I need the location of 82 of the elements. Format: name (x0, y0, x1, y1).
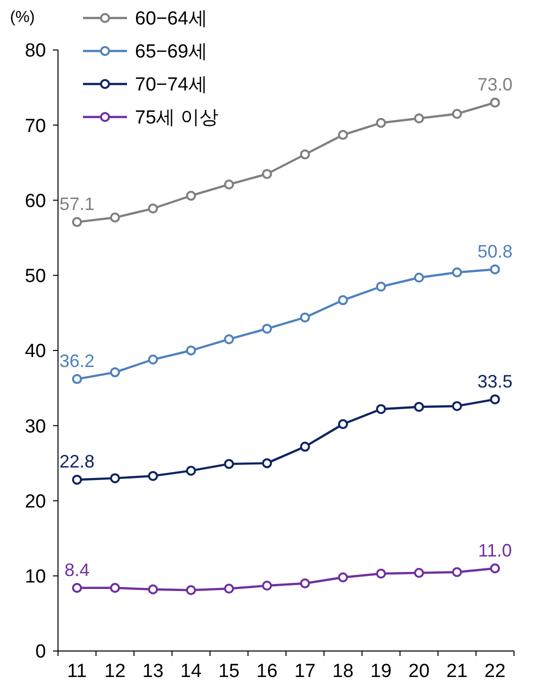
x-tick-label: 16 (256, 661, 278, 682)
point (148, 584, 158, 594)
data-label: 73.0 (477, 74, 513, 95)
point (452, 401, 462, 412)
point (72, 217, 82, 228)
point (300, 442, 310, 452)
point (300, 149, 310, 160)
data-label: 50.8 (477, 241, 513, 262)
point (186, 585, 196, 596)
point (376, 404, 386, 414)
x-tick-label: 19 (370, 661, 392, 682)
point (148, 204, 158, 214)
y-tick-label: 30 (24, 416, 46, 438)
point (224, 179, 234, 190)
point (110, 212, 120, 223)
y-tick-label: 70 (24, 116, 46, 137)
y-tick-label: 80 (24, 40, 46, 62)
y-tick-label: 10 (24, 566, 46, 588)
x-tick-label: 22 (484, 661, 506, 682)
point (452, 267, 462, 278)
x-tick-label: 18 (332, 661, 354, 682)
data-label: 36.2 (59, 351, 95, 372)
y-tick-label: 20 (24, 491, 46, 512)
point (72, 582, 82, 593)
point (490, 264, 500, 274)
point (224, 584, 234, 594)
x-tick-label: 17 (294, 661, 316, 682)
point (338, 572, 348, 582)
y-tick-label: 60 (24, 190, 46, 212)
point (490, 98, 500, 108)
point (148, 354, 158, 365)
legend-label: 75세 이상 (135, 108, 218, 129)
x-tick-label: 15 (218, 661, 240, 682)
data-label: 11.0 (478, 540, 512, 560)
point (414, 402, 424, 412)
legend-label: 60−64세 (135, 8, 208, 30)
point (262, 458, 272, 468)
point (224, 334, 234, 344)
x-tick-label: 14 (180, 661, 202, 682)
point (452, 567, 462, 578)
point (186, 190, 196, 201)
point (490, 394, 500, 404)
x-tick-label: 11 (67, 661, 87, 682)
y-tick-label: 40 (24, 341, 46, 362)
point (414, 568, 424, 578)
point (110, 473, 120, 484)
point (414, 113, 424, 124)
point (338, 419, 348, 430)
point (490, 563, 500, 574)
point (110, 582, 120, 593)
point (148, 470, 158, 481)
x-tick-label: 12 (104, 661, 126, 682)
y-axis-title: (%) (10, 9, 35, 26)
point (224, 458, 234, 469)
point (376, 282, 386, 292)
point (300, 578, 310, 588)
point (110, 367, 120, 378)
point (186, 466, 196, 476)
point (376, 118, 386, 128)
point (338, 295, 348, 306)
data-label: 22.8 (59, 452, 95, 472)
x-tick-label: 20 (408, 661, 430, 682)
point (262, 580, 272, 591)
legend-label: 70−74세 (135, 74, 208, 96)
point (414, 272, 424, 283)
point (338, 130, 348, 140)
data-label: 33.5 (477, 371, 513, 392)
x-tick-label: 13 (142, 661, 164, 682)
point (262, 324, 272, 334)
data-label: 57.1 (59, 194, 95, 214)
point (262, 168, 272, 179)
point (300, 312, 310, 322)
point (452, 108, 462, 119)
point (72, 474, 82, 485)
point (72, 374, 82, 384)
point (376, 568, 386, 579)
data-label: 8.4 (64, 560, 90, 580)
x-tick-label: 21 (446, 661, 468, 682)
y-tick-label: 0 (35, 642, 46, 663)
y-tick-label: 50 (24, 266, 46, 288)
legend-label: 65−69세 (135, 42, 208, 63)
point (186, 346, 196, 356)
